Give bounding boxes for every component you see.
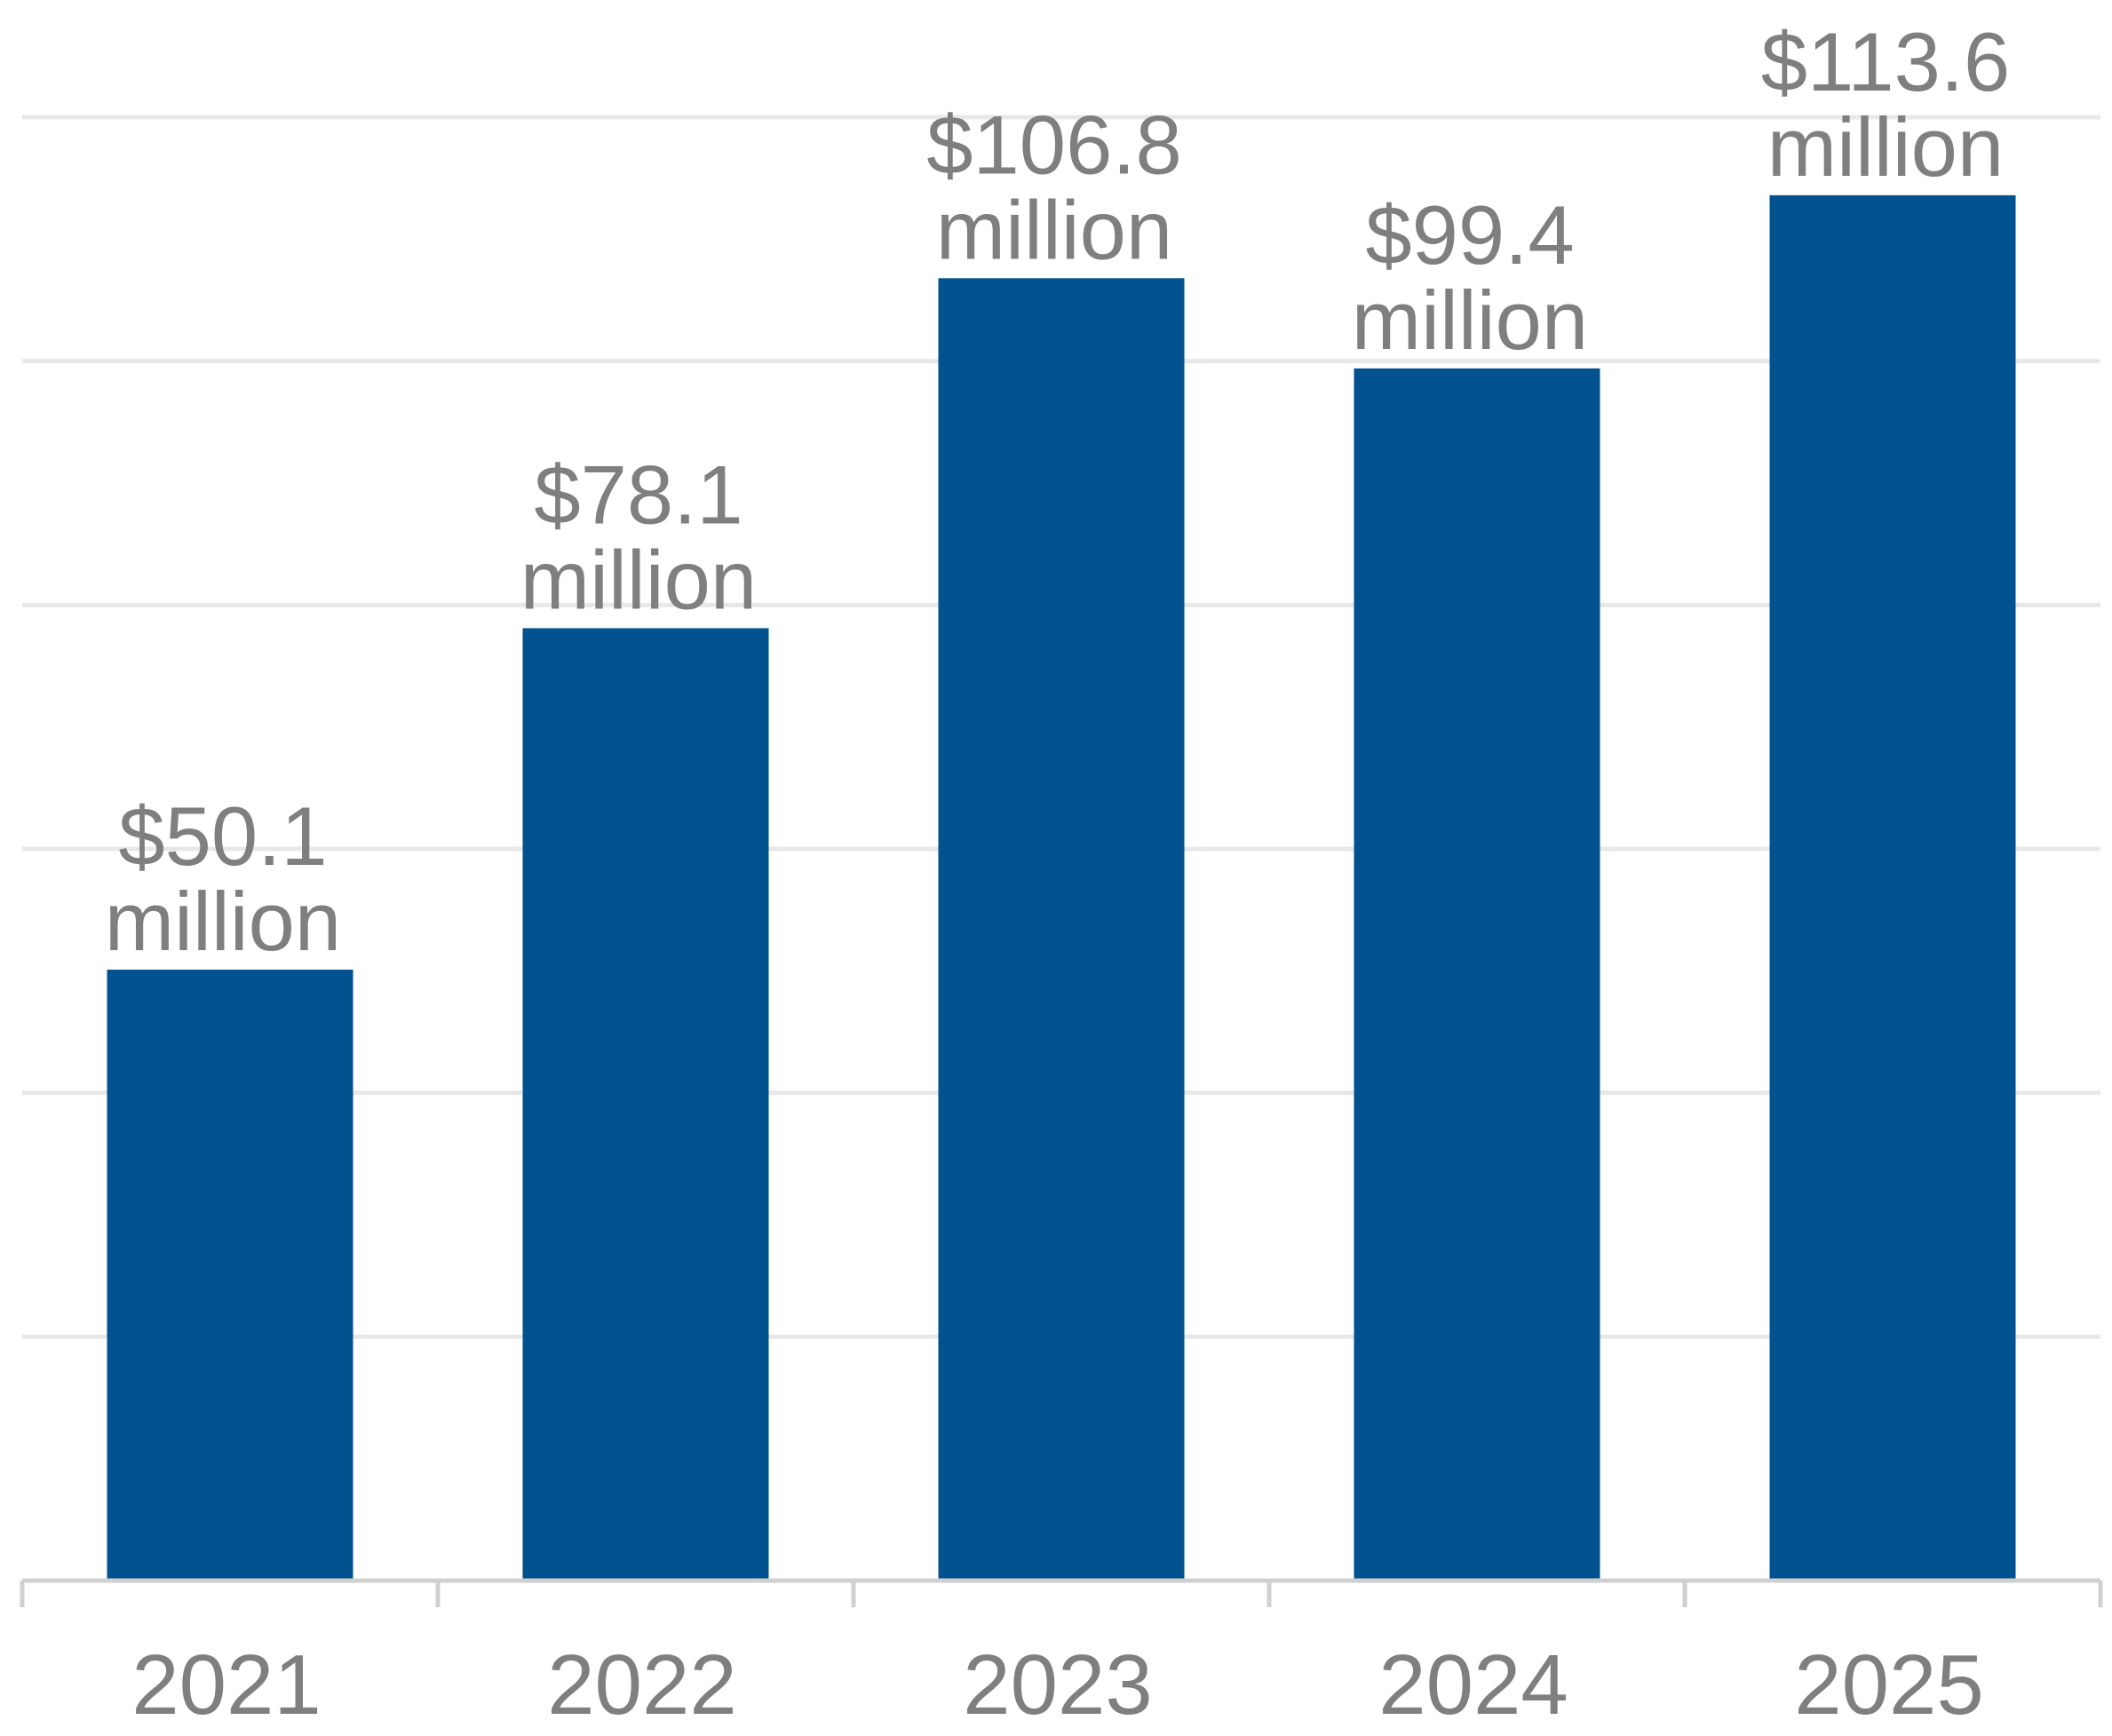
x-tick-label-2025: 2025 bbox=[1794, 1637, 1984, 1732]
x-tick-label-2023: 2023 bbox=[963, 1637, 1153, 1732]
bar-2022 bbox=[522, 628, 769, 1581]
data-label-unit-2023: million bbox=[936, 183, 1172, 276]
bar-2025 bbox=[1769, 194, 2016, 1581]
x-tick-label-2022: 2022 bbox=[547, 1637, 737, 1732]
bar-2021 bbox=[107, 969, 353, 1581]
data-label-value-2025: $113.6 bbox=[1761, 15, 2011, 108]
data-label-value-2022: $78.1 bbox=[534, 448, 742, 541]
data-label-unit-2024: million bbox=[1352, 273, 1588, 367]
x-tick-label-2024: 2024 bbox=[1378, 1637, 1568, 1732]
data-label-unit-2022: million bbox=[520, 533, 757, 626]
data-label-unit-2021: million bbox=[105, 875, 341, 968]
bars bbox=[107, 194, 2016, 1581]
x-axis bbox=[20, 1578, 2103, 1607]
bar-2024 bbox=[1354, 368, 1600, 1581]
x-tick-label-2021: 2021 bbox=[131, 1637, 322, 1732]
data-label-unit-2025: million bbox=[1767, 100, 2004, 194]
bar-2023 bbox=[938, 278, 1185, 1581]
data-label-value-2024: $99.4 bbox=[1365, 188, 1574, 281]
x-tick-labels: 2021 2022 2023 2024 2025 bbox=[131, 1637, 1984, 1732]
data-label-value-2021: $50.1 bbox=[118, 789, 327, 883]
data-label-value-2023: $106.8 bbox=[926, 98, 1182, 191]
